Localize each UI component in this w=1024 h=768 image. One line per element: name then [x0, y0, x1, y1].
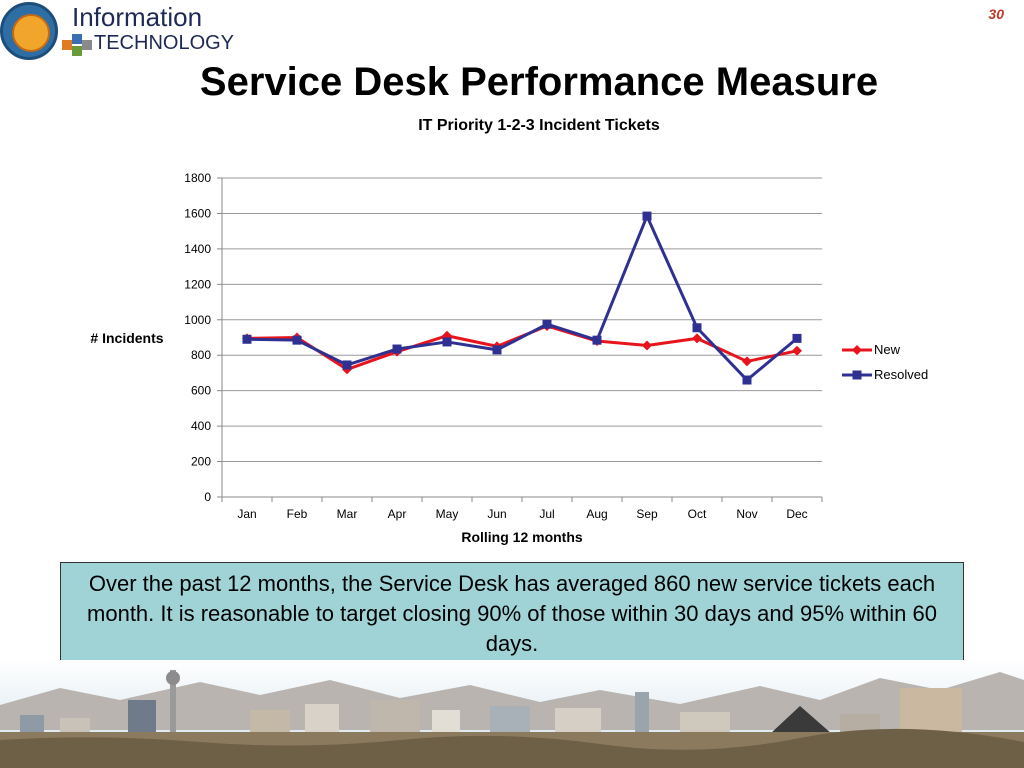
data-point-resolved: [392, 344, 402, 354]
x-tick-label: Oct: [688, 507, 707, 521]
data-point-new: [642, 340, 652, 351]
legend-label-resolved: Resolved: [874, 367, 928, 382]
x-tick-label: May: [436, 507, 459, 521]
series-line-resolved: [246, 214, 798, 382]
chart-title: IT Priority 1-2-3 Incident Tickets: [418, 117, 660, 134]
slide-title: Service Desk Performance Measure: [199, 60, 879, 104]
x-tick-label: Aug: [586, 507, 607, 521]
data-point-resolved: [742, 375, 752, 385]
data-point-resolved: [542, 319, 552, 329]
x-tick-label: Dec: [786, 507, 807, 521]
y-tick-label: 1000: [184, 313, 211, 327]
logo-wordmark: Information Technology: [72, 4, 234, 53]
summary-note-text: Over the past 12 months, the Service Des…: [87, 571, 937, 656]
legend-label-new: New: [874, 342, 901, 357]
cubes-logo-icon: [62, 34, 92, 56]
legend-marker-new: [852, 345, 862, 355]
summary-note-box: Over the past 12 months, the Service Des…: [60, 562, 964, 665]
y-tick-label: 600: [191, 384, 211, 398]
x-tick-label: Apr: [388, 507, 407, 521]
data-point-resolved: [292, 335, 302, 345]
data-point-resolved: [242, 334, 252, 344]
y-tick-label: 1600: [184, 206, 211, 220]
y-tick-label: 400: [191, 419, 211, 433]
county-seal-logo: [0, 2, 58, 60]
y-axis-label: # Incidents: [90, 330, 163, 346]
x-tick-label: Mar: [337, 507, 358, 521]
data-point-resolved: [692, 323, 702, 333]
data-point-resolved: [342, 360, 352, 370]
data-point-resolved: [442, 337, 452, 347]
y-tick-label: 1200: [184, 277, 211, 291]
data-point-new: [742, 356, 752, 367]
city-skyline-image: [0, 660, 1024, 768]
page-number: 30: [988, 6, 1004, 22]
y-tick-label: 800: [191, 348, 211, 362]
y-tick-label: 200: [191, 455, 211, 469]
x-tick-label: Sep: [636, 507, 658, 521]
x-axis-label: Rolling 12 months: [461, 529, 583, 545]
incident-line-chart: 0 200 400 600 800 1000 1200 1400 1600 1800 Jan Feb M…: [90, 171, 928, 545]
data-point-new: [692, 333, 702, 344]
data-point-resolved: [492, 345, 502, 355]
logo-line-2: Technology: [94, 32, 235, 54]
x-tick-label: Feb: [287, 507, 308, 521]
y-tick-label: 1800: [184, 171, 211, 185]
data-point-resolved: [592, 335, 602, 345]
legend-marker-resolved: [852, 370, 862, 380]
x-tick-label: Nov: [736, 507, 757, 521]
data-point-new: [792, 345, 802, 356]
x-tick-label: Jan: [237, 507, 256, 521]
logo-line-1: Information: [72, 2, 203, 32]
y-tick-label: 0: [204, 490, 211, 504]
data-point-resolved: [792, 333, 802, 343]
data-point-resolved: [642, 211, 652, 221]
x-tick-label: Jun: [487, 507, 506, 521]
x-tick-label: Jul: [539, 507, 554, 521]
y-tick-label: 1400: [184, 242, 211, 256]
